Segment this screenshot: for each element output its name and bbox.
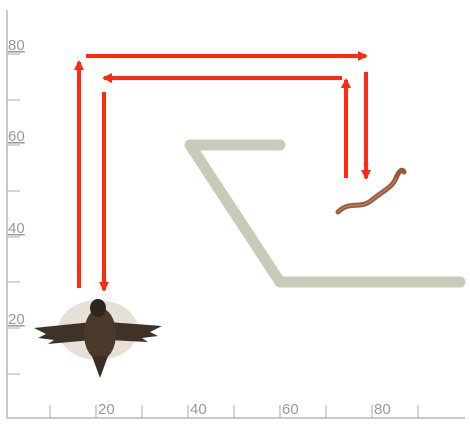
x-tick-label: 80 (374, 401, 391, 418)
y-tick-label: 40 (8, 220, 25, 237)
worm-icon (335, 167, 407, 215)
arrows (74, 51, 371, 292)
y-tick-label: 80 (8, 37, 25, 54)
x-ticks (49, 405, 419, 418)
bird-icon (34, 299, 162, 378)
grey-path (184, 139, 466, 288)
y-ticks (7, 53, 20, 375)
x-tick-label: 60 (282, 401, 299, 418)
y-tick-label: 20 (8, 311, 25, 328)
y-tick-label: 60 (8, 128, 25, 145)
x-tick-label: 40 (190, 401, 207, 418)
x-tick-label: 20 (98, 401, 115, 418)
